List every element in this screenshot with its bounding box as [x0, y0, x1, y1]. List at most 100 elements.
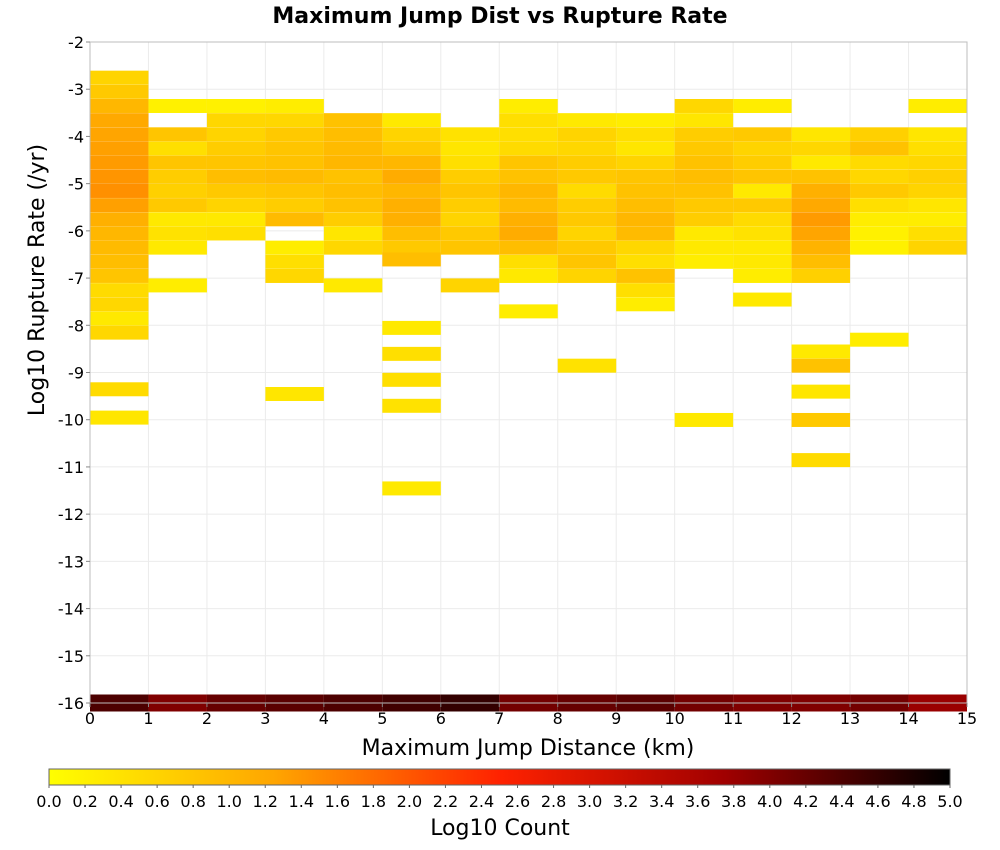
heatmap-cell: [323, 155, 383, 170]
heatmap-cell: [90, 183, 149, 198]
heatmap-cell: [850, 155, 909, 170]
heatmap-cell: [674, 169, 734, 184]
x-tick-label: 10: [664, 709, 684, 728]
y-tick-label: -7: [68, 269, 84, 288]
heatmap-cell: [616, 297, 675, 312]
heatmap-cell: [733, 98, 792, 113]
heatmap-cell: [90, 212, 149, 227]
heatmap-cell: [90, 254, 149, 269]
heatmap-cell: [440, 183, 500, 198]
heatmap-cell: [557, 358, 617, 373]
heatmap-cell: [90, 382, 149, 397]
colorbar-label: Log10 Count: [430, 816, 570, 841]
heatmap-cell: [90, 98, 149, 113]
heatmap-cell: [440, 278, 500, 293]
heatmap-cell: [90, 283, 149, 298]
heatmap-cell: [733, 183, 792, 198]
heatmap-cell: [265, 98, 324, 113]
y-tick-label: -10: [58, 411, 84, 430]
heatmap-cell: [90, 70, 149, 85]
heatmap-cell: [148, 278, 207, 293]
heatmap-cell: [499, 155, 558, 170]
colorbar-tick-label: 3.2: [613, 792, 638, 811]
heatmap-cell: [616, 113, 675, 128]
y-tick-label: -8: [68, 316, 84, 335]
colorbar-tick-label: 3.0: [577, 792, 602, 811]
heatmap-cell: [791, 358, 851, 373]
heatmap-cell: [850, 226, 909, 241]
heatmap-cell: [323, 226, 383, 241]
heatmap-cell: [90, 127, 149, 142]
heatmap-cell: [90, 410, 149, 425]
heatmap-cell: [616, 141, 675, 156]
colorbar-tick-label: 1.2: [253, 792, 278, 811]
heatmap-cell: [148, 127, 207, 142]
heatmap-cell: [206, 198, 266, 213]
colorbar-tick-label: 1.6: [325, 792, 350, 811]
y-tick-label: -2: [68, 33, 84, 52]
heatmap-cell: [791, 344, 851, 359]
heatmap-cell: [499, 141, 558, 156]
heatmap-cell: [382, 169, 441, 184]
x-tick-label: 4: [319, 709, 329, 728]
heatmap-cell: [323, 141, 383, 156]
heatmap-cell: [733, 212, 792, 227]
heatmap-cell: [557, 113, 617, 128]
heatmap-cell: [908, 212, 967, 227]
heatmap-cell: [90, 141, 149, 156]
heatmap-cell: [440, 198, 500, 213]
x-tick-label: 8: [553, 709, 563, 728]
heatmap-cell: [90, 226, 149, 241]
heatmap-cell: [382, 183, 441, 198]
heatmap-cell: [616, 155, 675, 170]
heatmap-cell: [908, 240, 967, 255]
heatmap-cell: [90, 240, 149, 255]
heatmap-cell: [90, 84, 149, 99]
y-tick-label: -13: [58, 552, 84, 571]
heatmap-cell: [557, 183, 617, 198]
x-tick-label: 0: [85, 709, 95, 728]
heatmap-cell: [440, 240, 500, 255]
heatmap-cell: [499, 226, 558, 241]
heatmap-cell: [791, 254, 851, 269]
heatmap-cell: [616, 212, 675, 227]
heatmap-cell: [499, 240, 558, 255]
heatmap-cell: [499, 113, 558, 128]
heatmap-cell: [616, 198, 675, 213]
colorbar-tick-label: 1.0: [216, 792, 241, 811]
heatmap-cell: [382, 141, 441, 156]
heatmap-cell: [733, 254, 792, 269]
heatmap-cell: [557, 127, 617, 142]
heatmap-cell: [440, 155, 500, 170]
heatmap-cell: [616, 283, 675, 298]
colorbar-tick-label: 2.2: [433, 792, 458, 811]
heatmap-cell: [499, 169, 558, 184]
colorbar-tick-label: 0.6: [144, 792, 169, 811]
heatmap-cell: [850, 198, 909, 213]
colorbar-tick-label: 0.4: [108, 792, 133, 811]
heatmap-cell: [148, 183, 207, 198]
heatmap-cell: [90, 297, 149, 312]
heatmap-cell: [616, 254, 675, 269]
heatmap-cell: [791, 141, 851, 156]
colorbar-tick-label: 3.6: [685, 792, 710, 811]
heatmap-cell: [90, 113, 149, 128]
heatmap-cell: [323, 127, 383, 142]
heatmap-cell: [90, 198, 149, 213]
heatmap-cell: [382, 252, 441, 267]
x-tick-label: 6: [436, 709, 446, 728]
heatmap-cell: [674, 183, 734, 198]
heatmap-cell: [733, 155, 792, 170]
heatmap-cell: [323, 198, 383, 213]
heatmap-cell: [265, 198, 324, 213]
heatmap-cell: [382, 212, 441, 227]
heatmap-cell: [90, 311, 149, 326]
heatmap-cell: [908, 183, 967, 198]
heatmap-cell: [791, 127, 851, 142]
y-tick-label: -9: [68, 364, 84, 383]
heatmap-cell: [791, 226, 851, 241]
heatmap-cell: [557, 141, 617, 156]
colorbar-gradient: [48, 768, 951, 786]
colorbar-tick-label: 4.4: [829, 792, 854, 811]
